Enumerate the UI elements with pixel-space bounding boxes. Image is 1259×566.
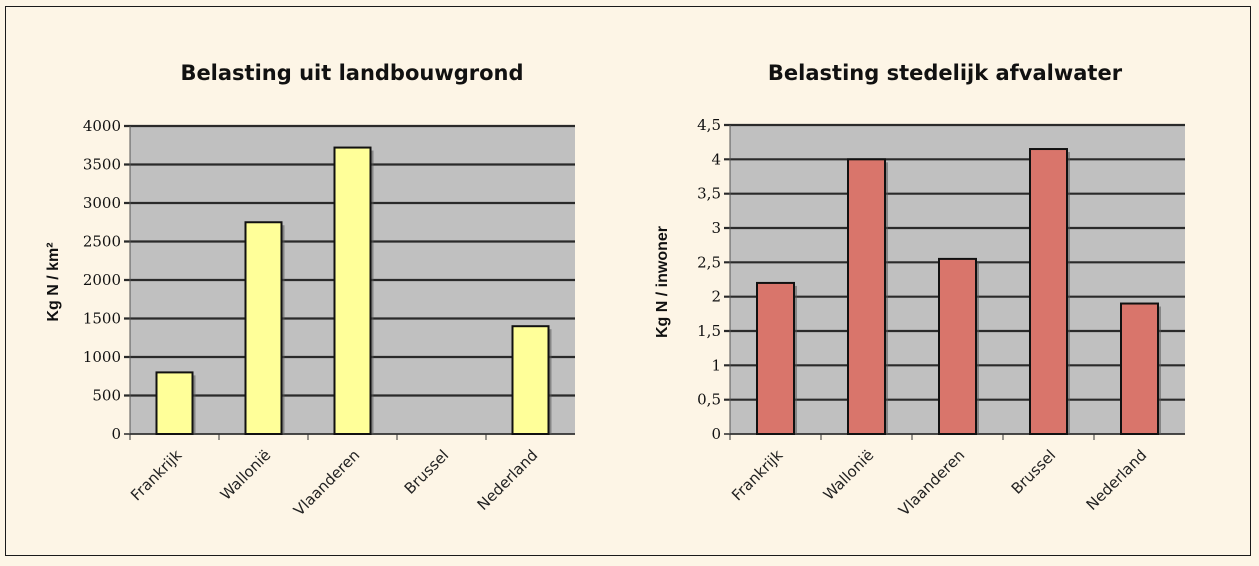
chart-right: Belasting stedelijk afvalwater Kg N / in… (654, 61, 1185, 519)
chart-left-ytick-label: 1000 (83, 348, 121, 366)
chart-left-ytick-label: 3000 (83, 194, 121, 212)
chart-left: Belasting uit landbouwgrond Kg N / km² 0… (45, 61, 575, 519)
chart-left-ytick-label: 2500 (83, 233, 121, 251)
chart-right-ytick-label: 4 (711, 150, 721, 168)
chart-right-ytick-label: 3,5 (697, 185, 721, 203)
chart-right-ytick-label: 2 (711, 288, 721, 306)
chart-right-category-label: Frankrijk (728, 446, 786, 504)
chart-left-category-label: Wallonië (217, 446, 275, 504)
chart-left-category-label: Vlaanderen (290, 446, 363, 519)
chart-left-ylabel: Kg N / km² (45, 242, 62, 321)
chart-left-ytick-label: 1500 (83, 310, 121, 328)
chart-left-ytick-label: 0 (111, 425, 121, 443)
chart-left-category-label: Frankrijk (127, 446, 185, 504)
chart-right-ytick-label: 0,5 (697, 391, 721, 409)
chart-left-category-label: Nederland (474, 446, 542, 514)
chart-right-bar (1029, 148, 1068, 436)
chart-right-category-label: Brussel (1008, 446, 1060, 498)
chart-left-ytick-label: 500 (92, 387, 121, 405)
chart-right-ylabel: Kg N / inwoner (654, 226, 671, 338)
chart-right-bar (1120, 302, 1159, 435)
chart-left-bar (155, 371, 194, 435)
chart-left-bar (511, 325, 550, 436)
chart-left-plot: 0 500 1000 1500 2000 2500 3000 3500 4000 Frankrij… (83, 117, 575, 519)
chart-right-category-label: Vlaanderen (895, 446, 968, 519)
chart-left-ytick-label: 3500 (83, 156, 121, 174)
chart-right-ytick-label: 3 (711, 219, 721, 237)
chart-right-ytick-label: 2,5 (697, 253, 721, 271)
chart-right-ytick-label: 0 (711, 425, 721, 443)
chart-left-ytick-label: 2000 (83, 271, 121, 289)
chart-left-ytick-label: 4000 (83, 117, 121, 135)
chart-right-ytick-label: 4,5 (697, 116, 721, 134)
chart-right-bar (756, 281, 795, 435)
chart-right-bar (847, 158, 886, 435)
chart-right-plot: 0 0,5 1 1,5 2 2,5 3 3,5 4 4,5 Frankrijk Wallonië Vla… (697, 116, 1185, 519)
chart-left-bar (244, 221, 283, 435)
chart-right-bar (938, 257, 977, 435)
chart-right-category-label: Nederland (1083, 446, 1151, 514)
chart-left-bar (333, 146, 372, 435)
chart-right-ytick-label: 1 (711, 356, 721, 374)
chart-left-title: Belasting uit landbouwgrond (180, 61, 523, 85)
chart-left-category-label: Brussel (401, 446, 453, 498)
chart-right-title: Belasting stedelijk afvalwater (768, 61, 1123, 85)
chart-right-category-label: Wallonië (820, 446, 878, 504)
chart-right-ytick-label: 1,5 (697, 322, 721, 340)
